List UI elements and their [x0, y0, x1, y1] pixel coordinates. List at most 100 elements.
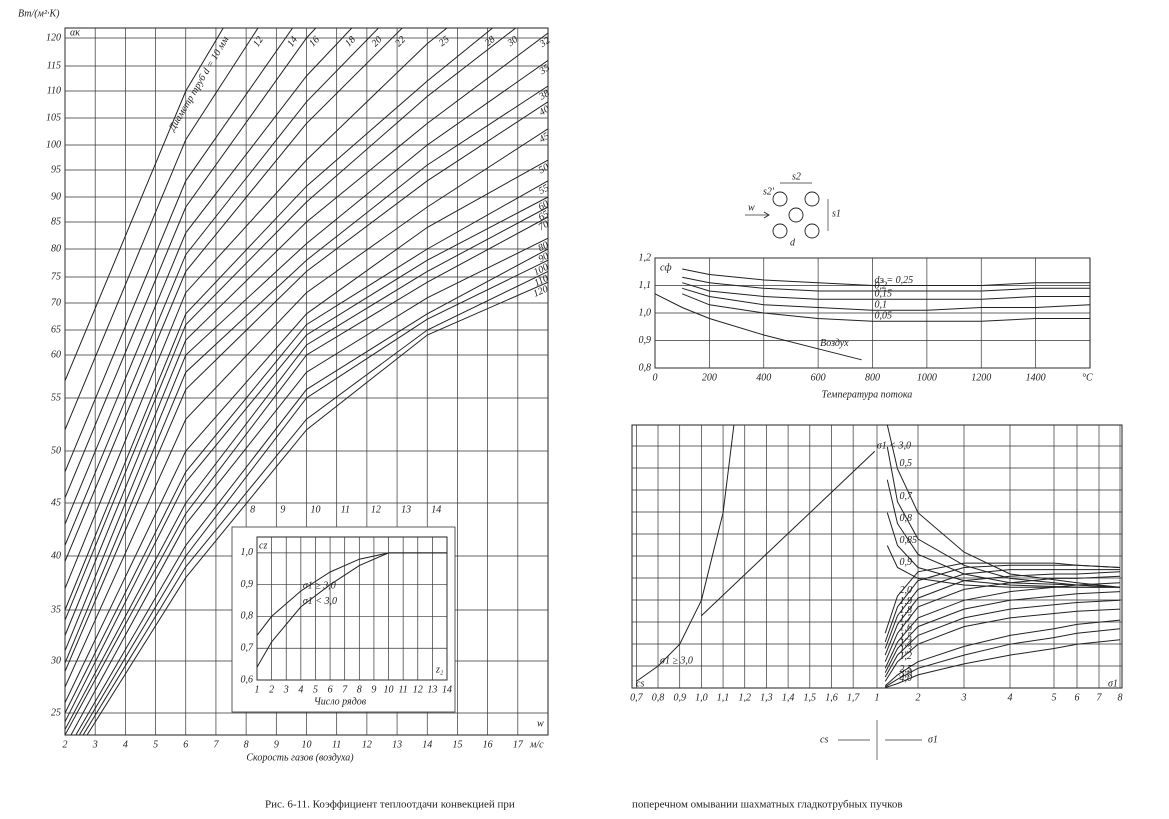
y-tick-label: 115	[47, 60, 61, 71]
x-tick-label: 4	[298, 684, 303, 695]
series-label: 1,9	[900, 596, 913, 607]
series-line	[65, 196, 548, 723]
x-tick-label: 8	[357, 684, 362, 695]
series-label: 90	[537, 251, 551, 265]
series-line	[886, 545, 1120, 588]
series-label: 1,4	[900, 638, 913, 649]
y-tick-label: 0,7	[241, 643, 255, 654]
y-tick-label: 0,6	[241, 674, 254, 685]
series-line	[65, 28, 380, 546]
x-tick-label: 6	[328, 684, 333, 695]
x-tick-label: 9	[280, 504, 285, 515]
series-line	[682, 282, 1090, 300]
x-tick-label: 600	[811, 372, 826, 383]
series-label: Воздух	[820, 338, 849, 349]
series-line	[65, 180, 548, 714]
y-tick-label: 0,8	[639, 362, 652, 373]
y-tick-label: 85	[51, 216, 61, 227]
x-tick-label: 10	[384, 684, 394, 695]
y-tick-label: 75	[51, 271, 61, 282]
x-tick-label: 0,7	[630, 692, 644, 703]
y-tick-label: 0,9	[639, 335, 652, 346]
series-label: 50	[537, 162, 551, 176]
series-line	[78, 259, 548, 735]
series-label: dэ = 0,25	[875, 275, 914, 286]
x-tick-label: 1,2	[738, 692, 751, 703]
series-label: 2,5	[900, 664, 913, 675]
x-tick-label: 1	[875, 692, 880, 703]
series-line	[75, 248, 548, 735]
x-tick-label: 3	[961, 692, 967, 703]
x-label: Скорость газов (воздуха)	[246, 752, 354, 763]
x-tick-label: 1,4	[782, 692, 795, 703]
x-tick-label: 11	[399, 684, 408, 695]
x-tick-label: 7	[342, 684, 348, 695]
series-line	[65, 206, 548, 730]
series-label: 32	[537, 35, 552, 50]
series-label: 120	[532, 284, 550, 300]
tube	[804, 191, 820, 207]
series-label: 55	[537, 183, 551, 197]
tube	[772, 223, 788, 239]
x-tick-label: 12	[362, 739, 372, 750]
series-label: 0,15	[875, 289, 893, 300]
series-label: 1,7	[900, 614, 914, 625]
y-unit: Вт/(м²·К)	[18, 8, 60, 19]
series-line	[82, 270, 548, 735]
series-line	[682, 268, 1090, 286]
series-line	[65, 28, 403, 562]
series-label: 70	[537, 219, 551, 233]
x-tick-label: 1,3	[760, 692, 773, 703]
x-tick-label: 13	[392, 739, 402, 750]
series-label: 0,8	[900, 513, 913, 524]
series-line	[884, 628, 1121, 688]
dim-label: s2'	[763, 186, 775, 197]
y-tick-label: 80	[51, 243, 61, 254]
y-tick-label: 1,0	[241, 547, 254, 558]
x-tick-label: 8	[1118, 692, 1123, 703]
x-tick-label: 13	[401, 504, 411, 515]
axis-direction-label: cs	[820, 734, 828, 745]
series-line	[65, 101, 548, 672]
y-tick-label: 1,1	[639, 280, 652, 291]
x2-symbol: σ1	[1108, 678, 1118, 689]
series-line	[884, 591, 1121, 673]
x-tick-label: 9	[371, 684, 376, 695]
series-line	[70, 237, 548, 735]
x-tick-label: 15	[452, 739, 462, 750]
y-tick-label: 120	[46, 32, 61, 43]
series-label: 35	[537, 62, 552, 77]
x-label: Температура потока	[822, 389, 913, 400]
series-label: 60	[537, 199, 551, 213]
y-tick-label: 100	[46, 139, 61, 150]
x-tick-label: 5	[313, 684, 318, 695]
x-tick-label: 5	[1052, 692, 1057, 703]
caption: Рис. 6-11. Коэффициент теплоотдачи конве…	[265, 799, 515, 811]
tube	[772, 191, 788, 207]
series-label: 0,05	[875, 311, 893, 322]
x-tick-label: 6	[1075, 692, 1080, 703]
series-line	[65, 28, 448, 589]
x-tick-label: 13	[427, 684, 437, 695]
y-tick-label: 65	[51, 324, 61, 335]
x-tick-label: 8	[250, 504, 255, 515]
x-tick-label: 17	[513, 739, 524, 750]
x-symbol: cs	[636, 678, 644, 689]
series-line	[65, 28, 353, 525]
y-tick-label: 0,8	[241, 611, 254, 622]
x-tick-label: 8	[244, 739, 249, 750]
x-tick-label: 1	[255, 684, 260, 695]
series-line	[636, 425, 735, 682]
x-tick-label: 7	[213, 739, 219, 750]
y-tick-label: 70	[51, 297, 61, 308]
series-label: 0,5	[900, 458, 913, 469]
x-tick-label: 2	[63, 739, 68, 750]
series-label: 0,85	[900, 535, 918, 546]
series-line	[65, 159, 548, 703]
series-line	[65, 128, 548, 688]
arrow-head	[763, 211, 770, 219]
x-tick-label: 1,0	[695, 692, 708, 703]
y-symbol: cф	[660, 262, 672, 273]
tube	[804, 223, 820, 239]
